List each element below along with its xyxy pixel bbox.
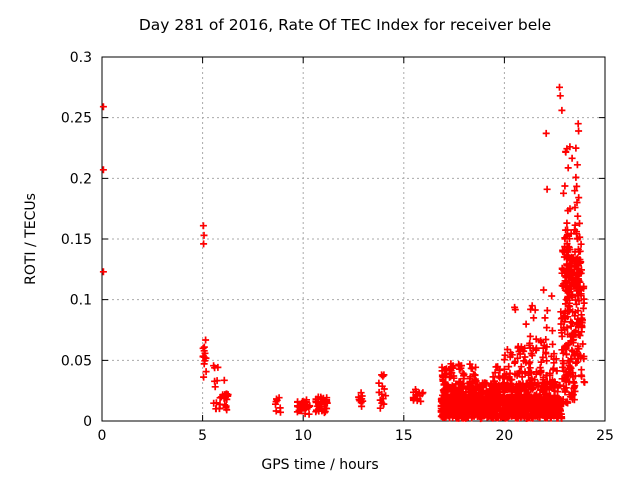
data-points [99, 83, 589, 423]
y-tick-label: 0.15 [61, 232, 92, 248]
x-axis-label: GPS time / hours [261, 457, 378, 473]
grid-lines [102, 57, 605, 421]
x-tick-label: 25 [596, 428, 614, 444]
x-tick-label: 10 [294, 428, 312, 444]
y-tick-label: 0.05 [61, 353, 92, 369]
y-tick-label: 0 [83, 414, 92, 430]
x-tick-label: 5 [198, 428, 207, 444]
x-tick-labels: 0 5 10 15 20 25 [98, 428, 614, 444]
y-tick-label: 0.1 [70, 293, 92, 309]
y-tick-label: 0.2 [70, 171, 92, 187]
y-tick-label: 0.3 [70, 50, 92, 66]
scatter-points-path [99, 83, 589, 423]
y-tick-label: 0.25 [61, 111, 92, 127]
y-tick-labels: 0 0.05 0.1 0.15 0.2 0.25 0.3 [61, 50, 92, 430]
grid-path [102, 57, 605, 421]
x-tick-label: 0 [98, 428, 107, 444]
y-axis-label: ROTI / TECUs [23, 193, 39, 285]
x-tick-label: 15 [395, 428, 413, 444]
chart-title: Day 281 of 2016, Rate Of TEC Index for r… [139, 16, 551, 34]
x-tick-label: 20 [495, 428, 513, 444]
